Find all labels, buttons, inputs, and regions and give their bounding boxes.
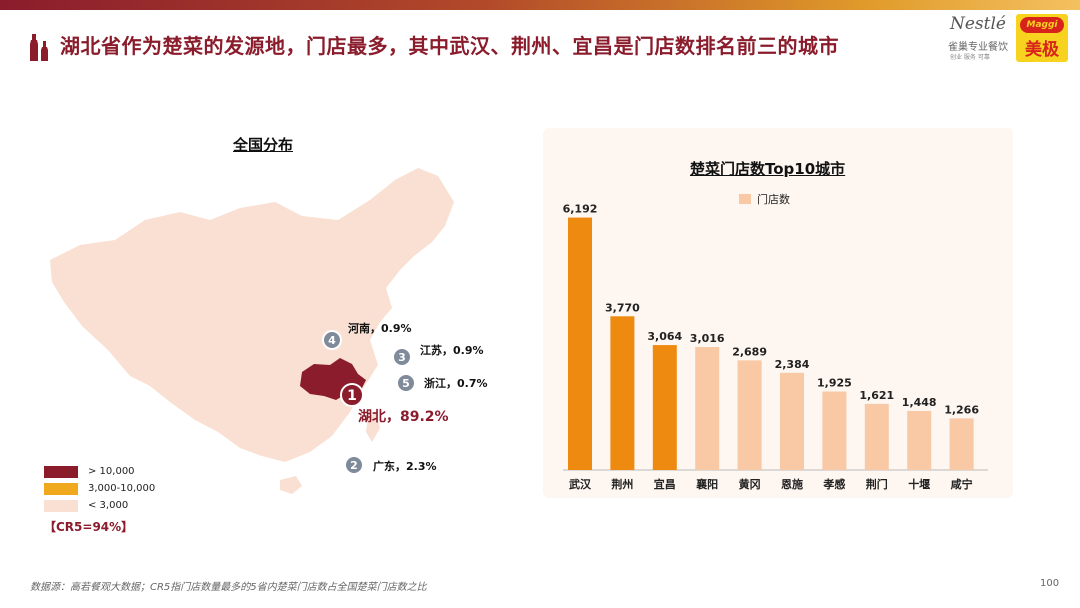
bar-襄阳 (695, 347, 720, 470)
value-label: 3,770 (605, 301, 640, 314)
china-map: 1 2 3 4 5 (50, 168, 454, 494)
bars-group: 6,192 武汉 3,770 荆州 3,064 宜昌 3,016 襄阳 2,689 黄冈 2,384… (563, 203, 980, 491)
bar-荆州 (610, 316, 635, 470)
maggi-logo: Maggi 美极 (1016, 14, 1068, 62)
value-label: 2,384 (775, 358, 810, 371)
value-label: 3,064 (647, 330, 682, 343)
legend-item: < 3,000 (44, 497, 155, 514)
maggi-logo-chinese: 美极 (1025, 40, 1059, 60)
label-jiangsu: 江苏，0.9% (420, 344, 484, 357)
category-label: 襄阳 (695, 477, 718, 491)
legend-label: 3,000-10,000 (88, 483, 156, 494)
value-label: 2,689 (732, 345, 767, 358)
cr5-note: 【CR5=94%】 (44, 520, 134, 534)
legend-label: < 3,000 (88, 500, 129, 511)
label-hubei: 湖北，89.2% (358, 409, 449, 425)
bar-孝感 (822, 391, 847, 470)
maggi-logo-text: Maggi (1020, 17, 1064, 33)
chart-legend: 门店数 (739, 192, 790, 206)
rank-marker-1-number: 1 (347, 388, 357, 404)
rank-marker-4 (322, 330, 342, 350)
bar-荆门 (864, 403, 889, 470)
bar-chart: 门店数 6,192 武汉 3,770 荆州 3,064 宜昌 3,016 襄阳 2,689 黄冈 2… (563, 192, 988, 491)
value-label: 1,621 (859, 389, 894, 402)
legend-item: > 10,000 (44, 463, 155, 480)
rank-marker-5 (396, 373, 416, 393)
rank-marker-2-number: 2 (350, 459, 358, 472)
rank-marker-3-number: 3 (398, 351, 406, 364)
rank-marker-4-number: 4 (328, 334, 336, 347)
category-label: 黄冈 (739, 477, 761, 491)
category-label: 荆州 (611, 477, 633, 491)
chart-title: 楚菜门店数Top10城市 (690, 160, 846, 178)
page-number: 100 (1040, 578, 1060, 589)
nestle-logo: Nestlé 雀巢专业餐饮 创业 服务 可靠 (944, 14, 1014, 64)
value-label: 1,925 (817, 377, 852, 390)
source-footnote: 数据源：高若餐观大数据；CR5指门店数量最多的5省内楚菜门店数占全国楚菜门店数之… (30, 582, 427, 593)
nestle-logo-tagline: 创业 服务 可靠 (950, 54, 990, 61)
chart-legend-label: 门店数 (757, 192, 790, 206)
legend-swatch (44, 499, 78, 512)
page-title: 湖北省作为楚菜的发源地，门店最多，其中武汉、荆州、宜昌是门店数排名前三的城市 (60, 34, 839, 58)
label-henan: 河南，0.9% (348, 322, 412, 335)
rank-marker-5-number: 5 (402, 377, 410, 390)
bar-黄冈 (737, 360, 762, 470)
bar-宜昌 (652, 345, 677, 470)
value-label: 3,016 (690, 332, 725, 345)
category-label: 武汉 (569, 477, 592, 491)
category-label: 荆门 (866, 477, 888, 491)
chart-legend-swatch (739, 194, 751, 204)
value-label: 1,266 (944, 403, 979, 416)
bar-咸宁 (949, 418, 974, 470)
bar-十堰 (907, 410, 932, 470)
rank-marker-1 (340, 383, 364, 407)
wine-bottle-icon (30, 34, 48, 61)
top-gradient-bar (0, 0, 1080, 10)
label-guangdong: 广东，2.3% (373, 460, 437, 473)
legend-label: > 10,000 (88, 466, 135, 477)
legend-item: 3,000-10,000 (44, 480, 155, 497)
bar-武汉 (568, 217, 592, 470)
category-label: 十堰 (908, 477, 930, 491)
legend-swatch (44, 465, 78, 478)
hainan-island (280, 476, 302, 494)
map-title: 全国分布 (233, 136, 294, 154)
nestle-logo-text: Nestlé (950, 14, 1006, 34)
nestle-logo-subtitle: 雀巢专业餐饮 (948, 42, 1008, 53)
rank-marker-3 (392, 347, 412, 367)
value-label: 6,192 (563, 203, 598, 216)
map-legend: > 10,000 3,000-10,000 < 3,000 (44, 463, 155, 514)
bar-恩施 (780, 372, 804, 470)
category-label: 恩施 (781, 477, 803, 491)
category-label: 宜昌 (654, 477, 676, 491)
value-label: 1,448 (902, 396, 937, 409)
label-zhejiang: 浙江，0.7% (424, 377, 488, 390)
category-label: 咸宁 (951, 477, 973, 491)
category-label: 孝感 (822, 477, 845, 491)
taiwan-island (366, 412, 380, 442)
legend-swatch (44, 482, 78, 495)
rank-marker-2 (344, 455, 364, 475)
